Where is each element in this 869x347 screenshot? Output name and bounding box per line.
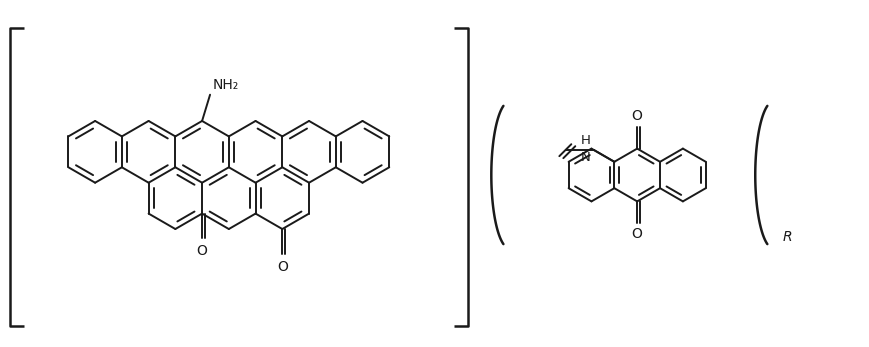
Text: N: N: [580, 151, 590, 164]
Text: H: H: [580, 134, 590, 147]
Text: O: O: [632, 227, 642, 241]
Text: O: O: [632, 109, 642, 123]
Text: NH₂: NH₂: [213, 78, 239, 92]
Text: R: R: [783, 230, 793, 244]
Text: O: O: [277, 260, 288, 274]
Text: O: O: [196, 244, 208, 258]
